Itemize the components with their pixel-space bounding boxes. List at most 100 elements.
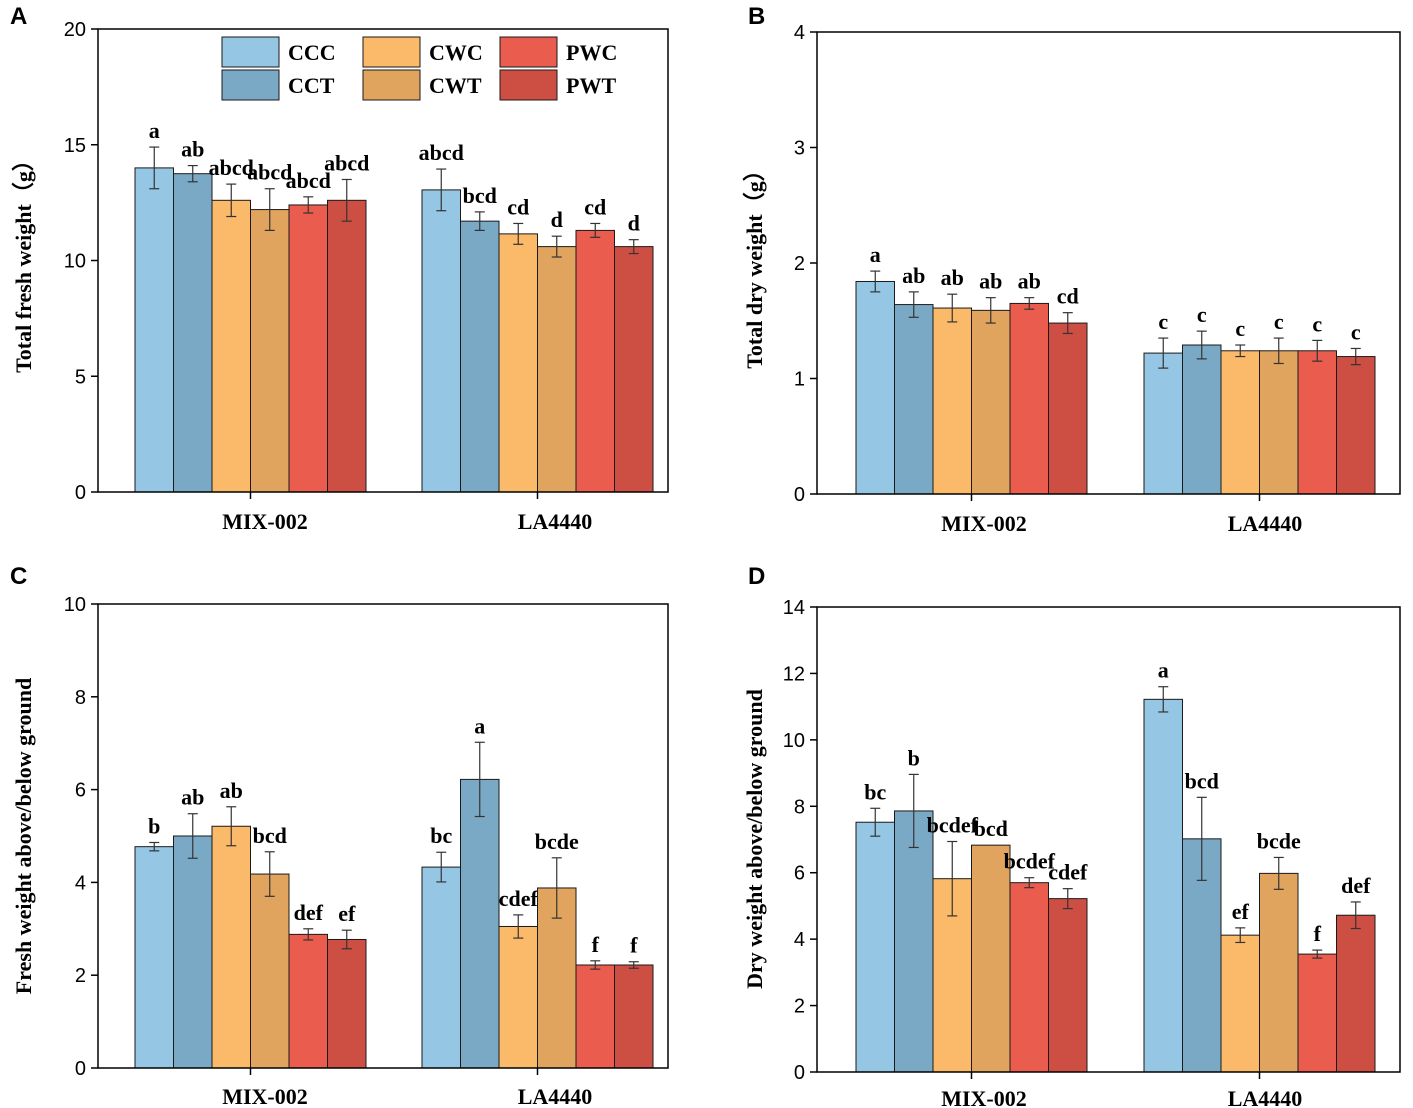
legend-swatch-cct — [221, 69, 280, 101]
y-tick-label: 6 — [75, 780, 86, 802]
bar-cwc-mix-002 — [932, 307, 972, 495]
significance-label: cd — [584, 194, 606, 219]
bar-pwc-mix-002 — [1009, 882, 1049, 1073]
error-bar — [226, 806, 237, 847]
panel-c: Cb bc ab a ab cdef bcd bcde def f ef f 0 2 4 6 8 10 MIX-00… — [10, 563, 669, 1108]
significance-label: cdef — [1048, 860, 1088, 885]
significance-label: ef — [1232, 899, 1250, 924]
y-tick-label: 10 — [783, 730, 805, 752]
error-bar — [1235, 927, 1246, 944]
bar-ccc-la4440 — [421, 189, 461, 493]
y-tick-label: 0 — [75, 482, 86, 504]
significance-label: abcd — [419, 140, 464, 165]
bar-cwc-la4440 — [1220, 350, 1260, 495]
error-bar — [149, 841, 160, 852]
x-category-label: MIX-002 — [222, 509, 308, 534]
legend-swatch-pwt — [499, 69, 558, 101]
bar-pwc-mix-002 — [288, 204, 328, 493]
error-bar — [1235, 344, 1246, 358]
y-tick-label: 0 — [794, 484, 805, 506]
y-tick-label: 0 — [75, 1058, 86, 1080]
significance-label: a — [474, 713, 485, 738]
bar-cct-mix-002 — [894, 304, 934, 495]
bar-pwt-mix-002 — [1048, 898, 1088, 1073]
error-bar — [947, 293, 958, 323]
panel-letter: C — [10, 563, 27, 590]
significance-label: bcde — [535, 829, 579, 854]
legend-label: PWT — [566, 73, 616, 98]
bar-cwc-mix-002 — [211, 199, 251, 493]
bar-cwt-la4440 — [1259, 872, 1299, 1073]
x-category-label: LA4440 — [1228, 1086, 1303, 1108]
error-bar — [226, 183, 237, 218]
y-tick-label: 6 — [794, 863, 805, 885]
y-tick-label: 4 — [794, 22, 805, 44]
y-tick-label: 5 — [75, 366, 86, 388]
panel-letter: B — [748, 3, 765, 30]
bar-pwt-mix-002 — [1048, 322, 1088, 495]
bar-pwc-mix-002 — [1009, 302, 1049, 495]
significance-label: d — [628, 211, 640, 236]
significance-label: bcdef — [1004, 849, 1056, 874]
bar-cct-mix-002 — [173, 835, 213, 1069]
error-bar — [1024, 877, 1035, 889]
bar-pwt-la4440 — [1336, 914, 1376, 1073]
significance-label: ab — [941, 265, 964, 290]
legend-label: PWC — [566, 40, 617, 65]
error-bar — [1024, 297, 1035, 310]
significance-label: a — [149, 118, 160, 143]
x-category-label: MIX-002 — [222, 1084, 308, 1108]
error-bar — [474, 741, 485, 818]
error-bar — [590, 222, 601, 238]
y-tick-label: 8 — [75, 687, 86, 709]
error-bar — [1062, 312, 1073, 335]
legend-label: CWT — [429, 73, 482, 98]
bar-cct-la4440 — [460, 778, 500, 1069]
bar-cwt-la4440 — [1259, 350, 1299, 495]
y-tick-label: 0 — [794, 1062, 805, 1084]
bar-ccc-mix-002 — [855, 821, 895, 1073]
error-bar — [264, 188, 275, 232]
y-tick-label: 14 — [783, 597, 805, 619]
legend: CCC CWC PWC CCT CWT PWT — [221, 36, 617, 101]
bar-pwt-mix-002 — [327, 199, 367, 493]
bar-cct-la4440 — [460, 220, 500, 493]
error-bar — [1273, 337, 1284, 365]
error-bar — [1312, 949, 1323, 959]
panel-letter: A — [10, 3, 27, 30]
bar-cwt-mix-002 — [971, 309, 1011, 495]
bar-pwt-la4440 — [1336, 356, 1376, 495]
significance-label: c — [1158, 309, 1168, 334]
panel-a: Aaabcdabbcdabcdcdabcddabcdcdabcdd0510152… — [10, 3, 669, 534]
error-bar — [474, 211, 485, 232]
y-tick-label: 8 — [794, 796, 805, 818]
error-bar — [1312, 339, 1323, 362]
significance-label: abcd — [209, 155, 254, 180]
y-tick-label: 4 — [794, 929, 805, 951]
error-bar — [1350, 347, 1361, 366]
error-bar — [303, 196, 314, 214]
x-category-label: MIX-002 — [941, 1086, 1027, 1108]
y-axis-title: Total dry weight（g） — [742, 159, 767, 368]
significance-label: bcdef — [927, 812, 979, 837]
error-bar — [1158, 686, 1169, 713]
bar-pwc-la4440 — [575, 229, 615, 493]
significance-label: d — [551, 207, 563, 232]
bar-ccc-la4440 — [1143, 352, 1183, 495]
error-bar — [1062, 888, 1073, 910]
legend-swatch-cwt — [362, 69, 421, 101]
x-category-label: MIX-002 — [941, 511, 1027, 536]
significance-label: ab — [1018, 269, 1041, 294]
bar-cwt-mix-002 — [971, 844, 1011, 1073]
y-tick-label: 10 — [64, 251, 86, 273]
error-bar — [908, 773, 919, 849]
significance-label: f — [1314, 921, 1322, 946]
significance-label: def — [294, 900, 324, 925]
y-tick-label: 10 — [64, 594, 86, 616]
y-tick-label: 15 — [64, 135, 86, 157]
bar-pwc-la4440 — [1297, 953, 1337, 1073]
bar-cwc-la4440 — [1220, 934, 1260, 1073]
bar-ccc-la4440 — [1143, 698, 1183, 1073]
error-bar — [628, 961, 639, 969]
y-tick-label: 4 — [75, 872, 86, 894]
